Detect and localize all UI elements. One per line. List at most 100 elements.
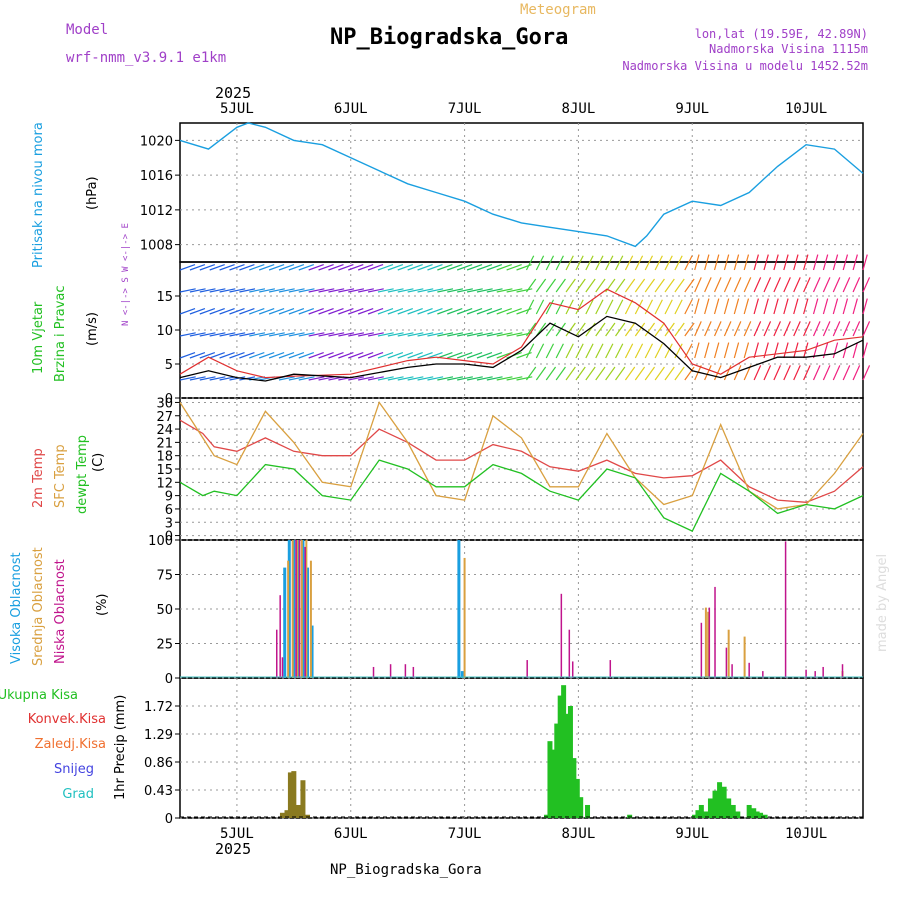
legend-hail: Grad <box>62 787 94 802</box>
wind-barb <box>565 299 574 315</box>
wind-barb <box>288 376 305 381</box>
wind-barb <box>783 254 789 271</box>
day-label-bottom: 6JUL <box>334 826 368 842</box>
precip-bar <box>627 814 633 818</box>
cloud-unit: (%) <box>95 594 110 617</box>
day-label-top: 6JUL <box>334 101 368 117</box>
wind-barb <box>288 307 305 315</box>
wind-barb <box>318 288 335 293</box>
wind-barb <box>447 376 464 381</box>
wind-barb <box>783 298 789 315</box>
wind-barb <box>348 332 365 337</box>
wind-barb <box>506 307 522 315</box>
wind-barb <box>318 332 335 337</box>
wind-barb <box>525 255 535 271</box>
wind-barb <box>278 332 295 337</box>
wind-barb <box>615 255 624 271</box>
wind-barb <box>219 288 236 293</box>
wind-barb <box>298 376 315 381</box>
wind-barb <box>793 365 801 381</box>
wind-barb <box>437 307 453 315</box>
wind-barb <box>328 332 345 337</box>
wind-barb <box>793 342 799 359</box>
wind-barb <box>387 351 404 359</box>
wind-barb <box>179 307 196 315</box>
cloud-bar <box>309 560 312 678</box>
wind-barb <box>476 263 493 271</box>
wind-barb <box>812 254 819 271</box>
wind-barb <box>713 298 720 315</box>
wind-barb <box>545 278 557 293</box>
wind-barb <box>199 288 216 293</box>
wind-barb <box>437 332 454 337</box>
wind-barb <box>624 366 636 381</box>
wind-barb <box>338 288 355 293</box>
wind-barb <box>565 255 574 271</box>
precip-bar <box>695 810 701 818</box>
wind-barb <box>189 263 206 271</box>
wind-barb <box>229 351 245 359</box>
wind-barb <box>288 332 305 337</box>
wind-barb <box>763 254 769 271</box>
wind-barb <box>417 307 433 315</box>
wind-barb <box>842 342 849 359</box>
pressure-unit: (hPa) <box>85 176 100 210</box>
wind-barb <box>525 299 535 315</box>
wind-barb <box>219 332 236 337</box>
wind-barb <box>239 307 255 315</box>
wind-barb <box>664 366 675 381</box>
wind-barb <box>694 342 700 359</box>
wind-barb <box>803 365 811 381</box>
wind-barb <box>733 365 742 381</box>
precip-bar <box>692 814 698 818</box>
wind-barb <box>862 342 868 359</box>
wind-barb <box>209 376 226 381</box>
wind-barb <box>219 376 236 381</box>
wind-barb <box>832 321 841 337</box>
wind-barb <box>832 342 839 359</box>
wind-barb <box>447 263 463 271</box>
wind-barb <box>615 278 626 293</box>
temp-tick-label: 27 <box>156 410 173 425</box>
wind-barb <box>308 288 325 293</box>
wind-barb <box>664 343 673 359</box>
wind-barb <box>704 365 712 381</box>
wind-barb <box>684 278 695 293</box>
wind-barb <box>832 298 839 315</box>
wind-barb <box>328 288 345 293</box>
wind-barb <box>723 254 730 271</box>
wind-barb <box>694 277 702 293</box>
wind-barb <box>278 307 295 315</box>
wind-barb <box>318 351 334 359</box>
wind-barb <box>367 351 384 359</box>
wind-barb <box>348 307 364 315</box>
low-cloud-ylabel: Niska Oblacnost <box>53 559 68 664</box>
wind-barb <box>358 332 374 337</box>
wind-barb <box>288 288 305 293</box>
wind-barb <box>239 288 256 293</box>
wind-barb <box>664 278 675 293</box>
wind-tick-label: 0 <box>165 392 173 407</box>
wind-barb <box>585 255 594 271</box>
wind-barb <box>545 343 555 359</box>
wind-barb <box>575 343 584 359</box>
cloud-bar <box>700 622 703 678</box>
wind-barb <box>713 254 720 271</box>
wind-barb <box>783 342 789 359</box>
wind-barb <box>456 263 473 271</box>
wind-barb <box>209 288 226 293</box>
wind-barb <box>298 288 315 293</box>
cloud-bar <box>814 671 816 678</box>
wind-barb <box>793 254 799 271</box>
wind-barb <box>437 263 453 271</box>
wind-barb <box>456 351 473 359</box>
cloud-bar <box>560 593 563 678</box>
wind-barb <box>575 322 586 337</box>
wind-barb <box>377 332 394 337</box>
wind-barb <box>258 263 275 271</box>
wind-barb <box>565 322 576 337</box>
wind-barb <box>268 307 285 315</box>
wind-barb <box>743 254 750 271</box>
precip-bar <box>762 814 768 818</box>
wind-barb <box>358 376 374 381</box>
